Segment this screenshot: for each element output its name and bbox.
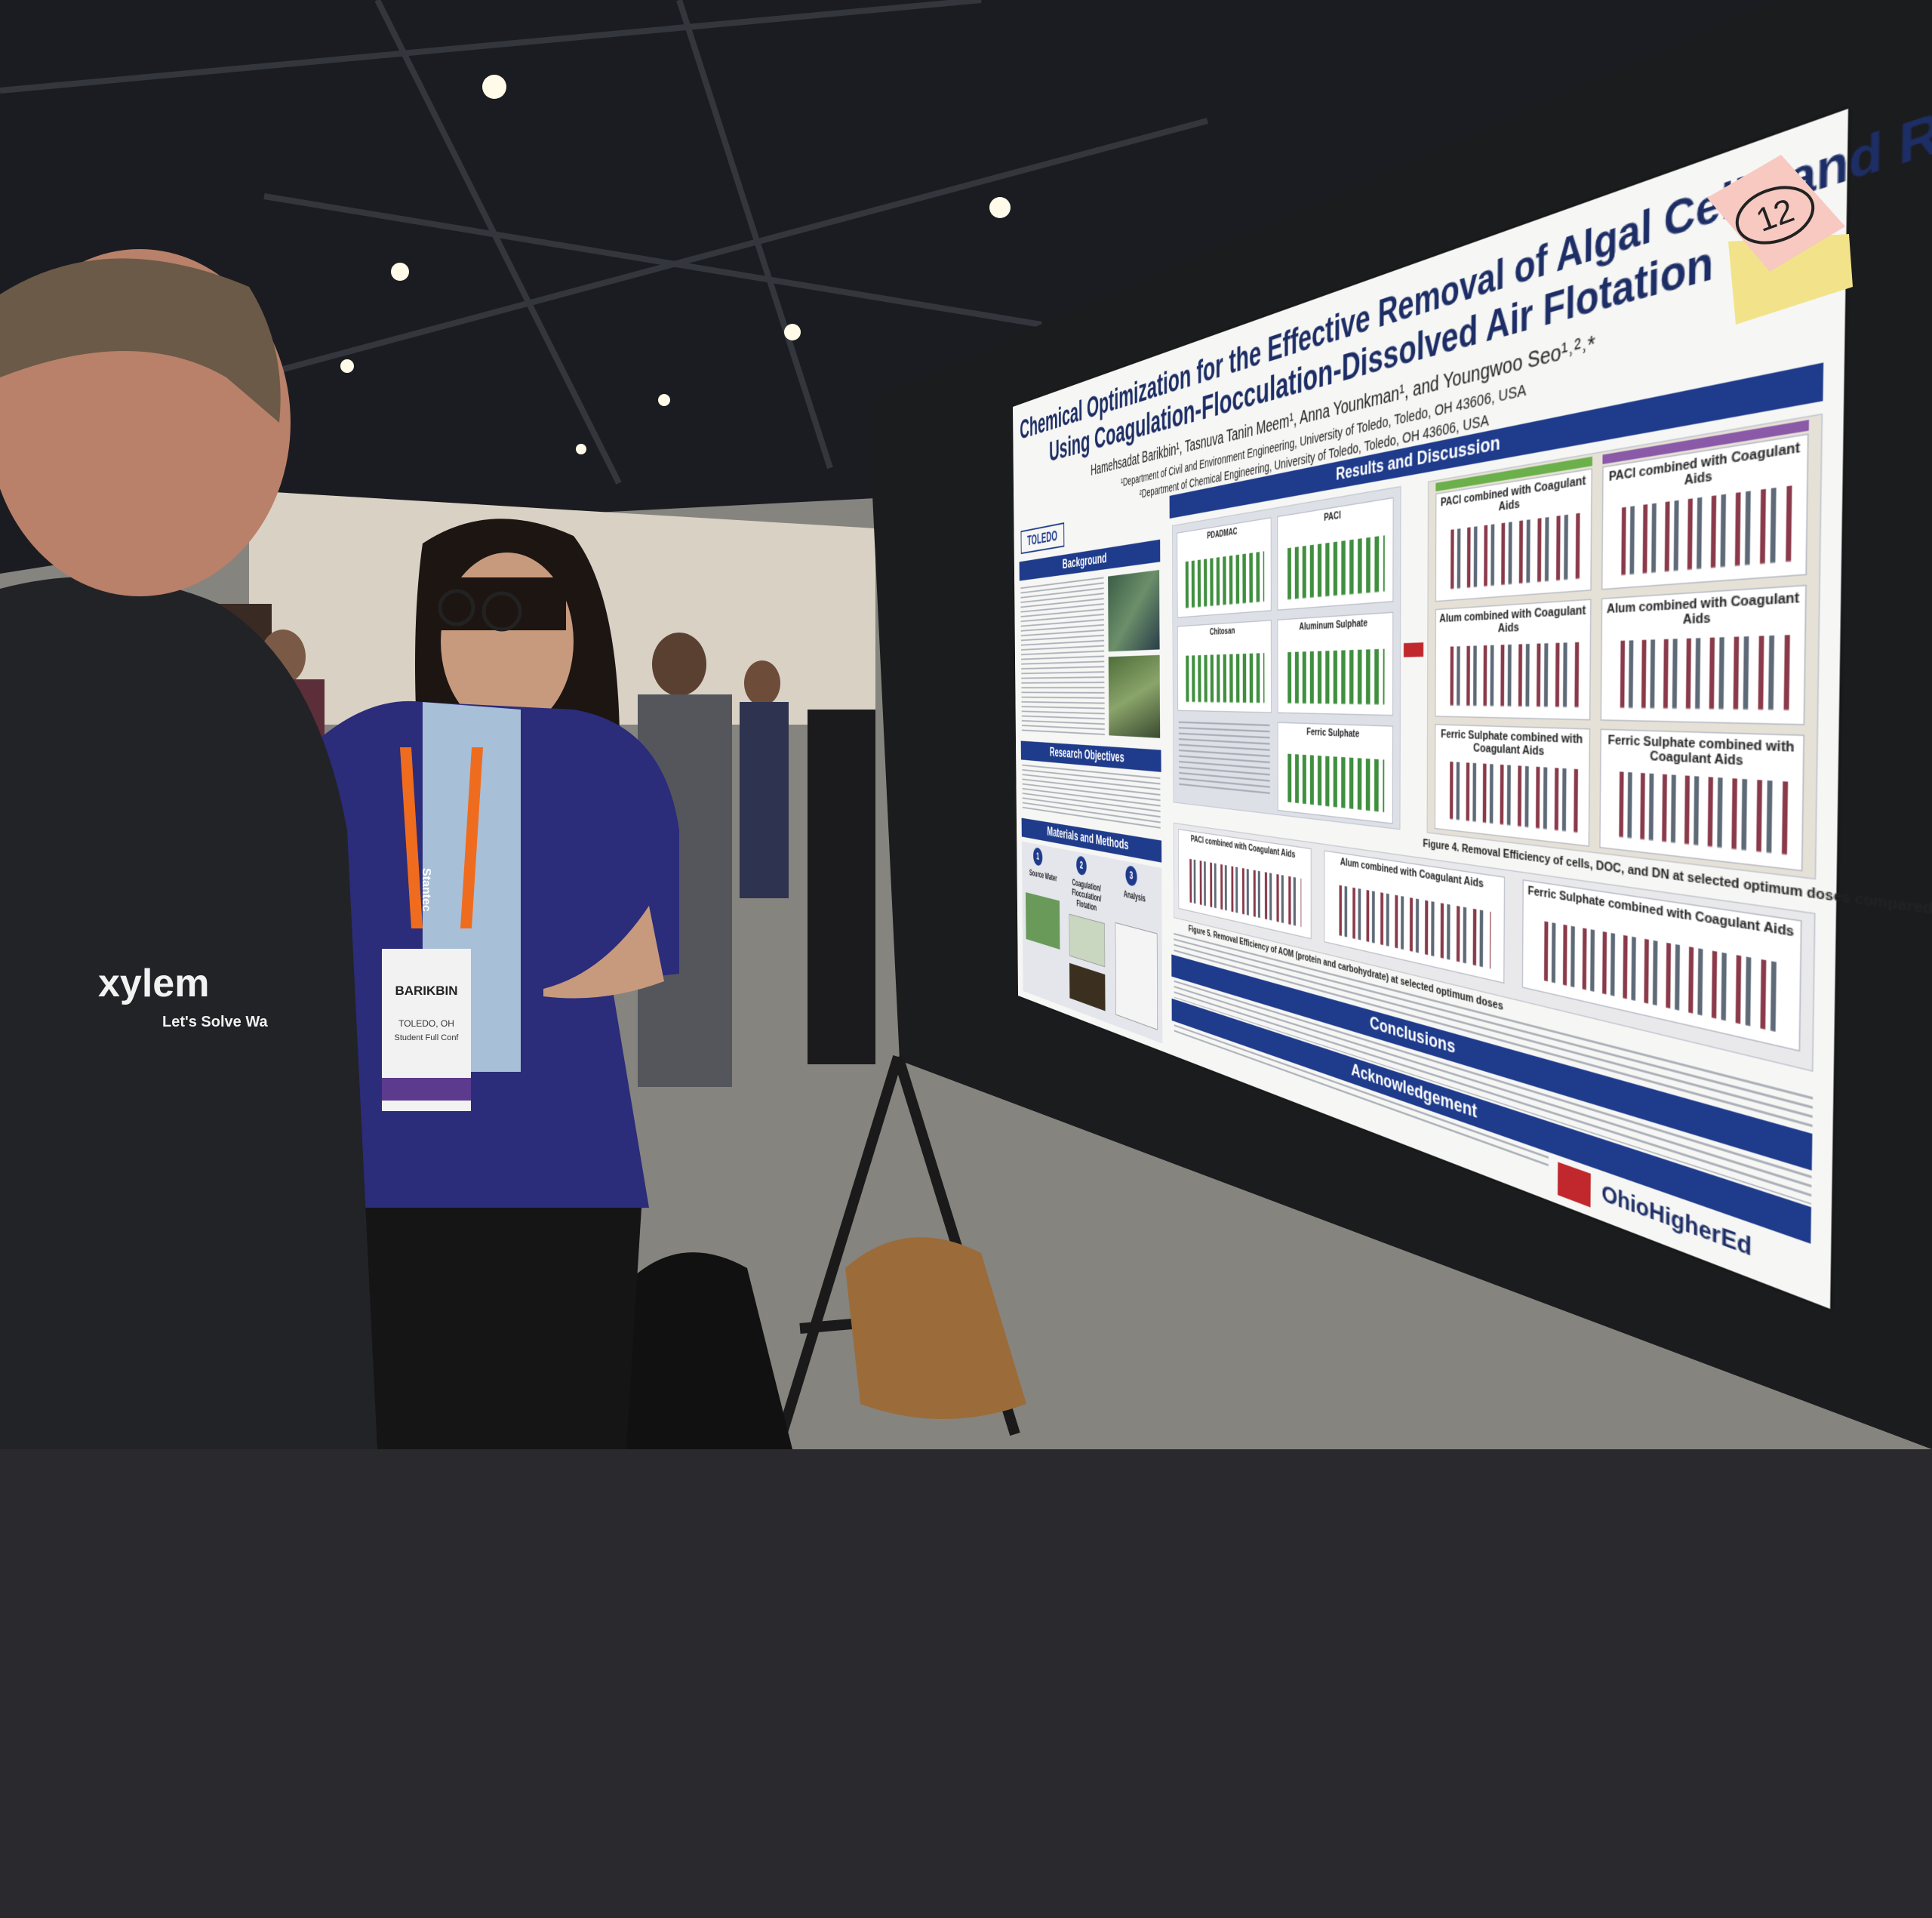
light	[989, 197, 1011, 218]
badge-role: Student Full Conf	[395, 1033, 460, 1042]
truss	[374, 0, 622, 485]
black-bag	[619, 1252, 792, 1449]
jacket	[0, 577, 377, 1449]
backpack	[845, 1237, 1026, 1419]
badge-band	[382, 1078, 471, 1101]
chart-panel: Ferric Sulphate	[1277, 722, 1393, 824]
light	[391, 263, 409, 281]
chart-panel: Chitosan	[1177, 620, 1272, 713]
glasses	[438, 589, 475, 627]
light	[576, 444, 586, 454]
university-logo: TOLEDO	[1020, 522, 1065, 555]
badge-name: BARIKBIN	[395, 984, 457, 998]
body: Stantec BARIKBIN TOLEDO, OH Student Full…	[0, 0, 1932, 1449]
truss	[0, 0, 982, 94]
ceiling-lights	[340, 75, 1011, 454]
chart-panel: Ferric Sulphate combined with Coagulant …	[1599, 728, 1805, 872]
glasses	[481, 591, 522, 632]
jacket-brand: xylem	[98, 962, 209, 1005]
hair	[0, 258, 281, 423]
lanyard	[400, 747, 483, 928]
truss	[263, 193, 1042, 328]
photo	[1108, 570, 1160, 652]
photo	[1108, 654, 1161, 738]
chart-panel: Alum combined with Coagulant Aids	[1600, 584, 1807, 725]
lanyard-text: Stantec	[420, 868, 432, 912]
head	[652, 633, 706, 696]
truss	[676, 0, 833, 469]
chart-panel: PDADMAC	[1177, 517, 1272, 618]
hair-top	[438, 577, 566, 630]
light	[482, 75, 506, 99]
caption-text	[1178, 721, 1270, 796]
light	[658, 394, 670, 406]
truss	[195, 118, 1209, 396]
chart-panel: Ferric Sulphate combined with Coagulant …	[1434, 724, 1591, 847]
arrow	[1403, 642, 1424, 657]
easel-leg	[772, 1054, 903, 1449]
text-block	[1020, 577, 1105, 737]
person	[808, 710, 875, 1064]
hand	[543, 906, 664, 999]
person	[740, 702, 789, 898]
light	[340, 359, 354, 373]
head	[744, 660, 780, 706]
chart-panel: Aluminum Sulphate	[1277, 611, 1394, 716]
badge-city: TOLEDO, OH	[398, 1018, 454, 1029]
man: xylem Let's Solve Wa	[0, 249, 377, 1449]
trousers	[355, 1208, 641, 1449]
photo	[1115, 922, 1158, 1030]
page: Poster session { "poster": { "title_line…	[0, 0, 1932, 1449]
ceiling	[0, 0, 1932, 574]
sponsor-logo	[1557, 1162, 1591, 1208]
chart-panel: Alum combined with Coagulant Aids	[1435, 599, 1592, 721]
ceiling-trusses	[0, 0, 1209, 485]
jacket-slogan: Let's Solve Wa	[162, 1014, 268, 1030]
woman: Stantec BARIKBIN TOLEDO, OH Student Full…	[302, 519, 679, 1449]
chart-panel: PACl	[1277, 497, 1394, 611]
light	[784, 324, 801, 340]
